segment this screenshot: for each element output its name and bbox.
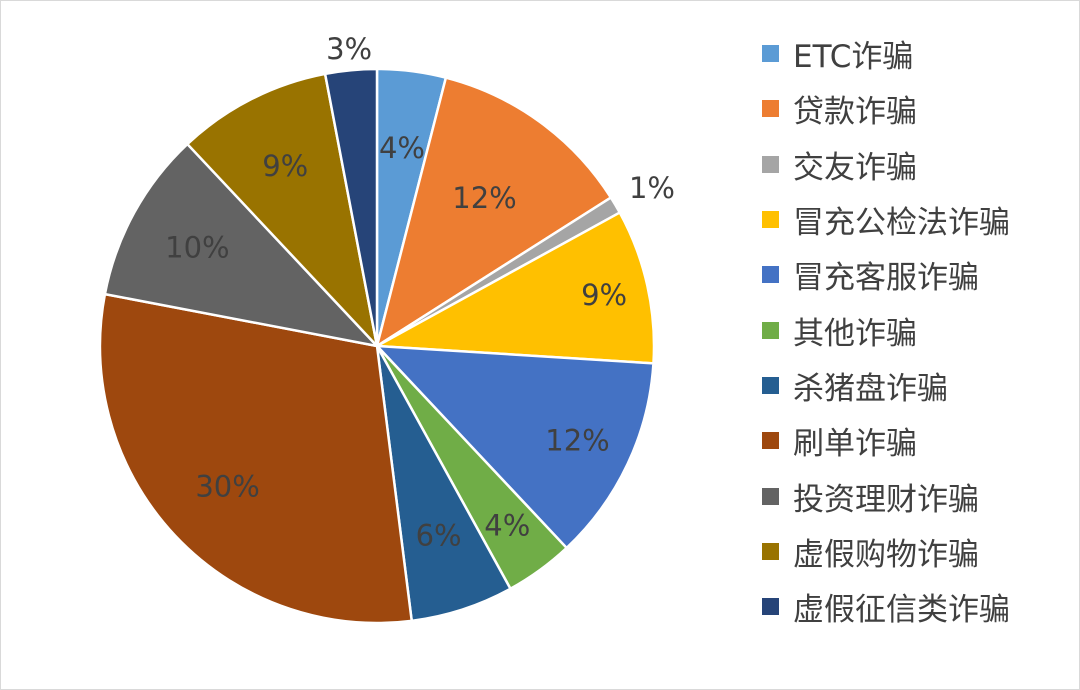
legend-swatch — [762, 266, 779, 284]
slice-data-label: 4% — [484, 508, 530, 542]
legend-item: 贷款诈骗 — [762, 81, 1078, 136]
pie-slice — [186, 72, 379, 348]
legend-item: 杀猪盘诈骗 — [762, 358, 1078, 413]
legend-swatch — [762, 155, 779, 173]
legend-item: ETC诈骗 — [762, 26, 1078, 81]
legend-label: 杀猪盘诈骗 — [793, 370, 948, 407]
legend-swatch — [762, 45, 779, 63]
slice-data-label: 10% — [165, 230, 229, 264]
pie-slice — [375, 76, 613, 348]
slice-data-label: 3% — [326, 32, 372, 66]
legend-item: 虚假征信类诈骗 — [762, 579, 1078, 634]
legend-swatch — [762, 321, 779, 339]
legend-label: 冒充公检法诈骗 — [793, 205, 1010, 242]
slice-data-label: 4% — [379, 131, 425, 165]
legend-item: 投资理财诈骗 — [762, 468, 1078, 523]
slice-data-label: 12% — [452, 181, 516, 215]
legend-swatch — [762, 598, 779, 616]
pie-slice — [103, 142, 379, 348]
legend-label: 投资理财诈骗 — [793, 481, 979, 518]
legend-item: 冒充公检法诈骗 — [762, 192, 1078, 247]
legend-label: ETC诈骗 — [793, 39, 914, 76]
legend-swatch — [762, 487, 779, 505]
legend-item: 交友诈骗 — [762, 137, 1078, 192]
legend-swatch — [762, 211, 779, 229]
legend-label: 冒充客服诈骗 — [793, 260, 979, 297]
legend-item: 其他诈骗 — [762, 302, 1078, 357]
legend-label: 其他诈骗 — [793, 315, 917, 352]
legend-swatch — [762, 376, 779, 394]
legend-label: 虚假购物诈骗 — [793, 536, 979, 573]
chart-legend: ETC诈骗贷款诈骗交友诈骗冒充公检法诈骗 冒充客服诈骗 其他诈骗杀猪盘诈骗刷单诈骗投… — [762, 26, 1078, 634]
pie-slice — [375, 344, 655, 550]
pie-slices — [98, 67, 656, 625]
pie-slice — [98, 292, 413, 625]
pie-data-labels: 4% 12% 1% 9% 12% 4% 6% 30% 10% 9% 3% — [165, 32, 675, 553]
legend-swatch — [762, 100, 779, 118]
slice-data-label: 1% — [629, 171, 675, 205]
pie-slice — [375, 211, 656, 365]
slice-data-label: 9% — [262, 149, 308, 183]
legend-label: 虚假征信类诈骗 — [793, 592, 1010, 629]
slice-data-label: 6% — [416, 519, 462, 553]
slice-data-label: 9% — [581, 278, 627, 312]
legend-swatch — [762, 432, 779, 450]
legend-label: 贷款诈骗 — [793, 94, 917, 131]
legend-item: 虚假购物诈骗 — [762, 524, 1078, 579]
pie-slice — [323, 67, 379, 348]
legend-item: 刷单诈骗 — [762, 413, 1078, 468]
slice-data-label: 12% — [545, 423, 609, 457]
legend-swatch — [762, 542, 779, 560]
slice-data-label: 30% — [195, 469, 259, 503]
legend-label: 刷单诈骗 — [793, 426, 917, 463]
legend-item: 冒充客服诈骗 — [762, 247, 1078, 302]
legend-label: 交友诈骗 — [793, 149, 917, 186]
